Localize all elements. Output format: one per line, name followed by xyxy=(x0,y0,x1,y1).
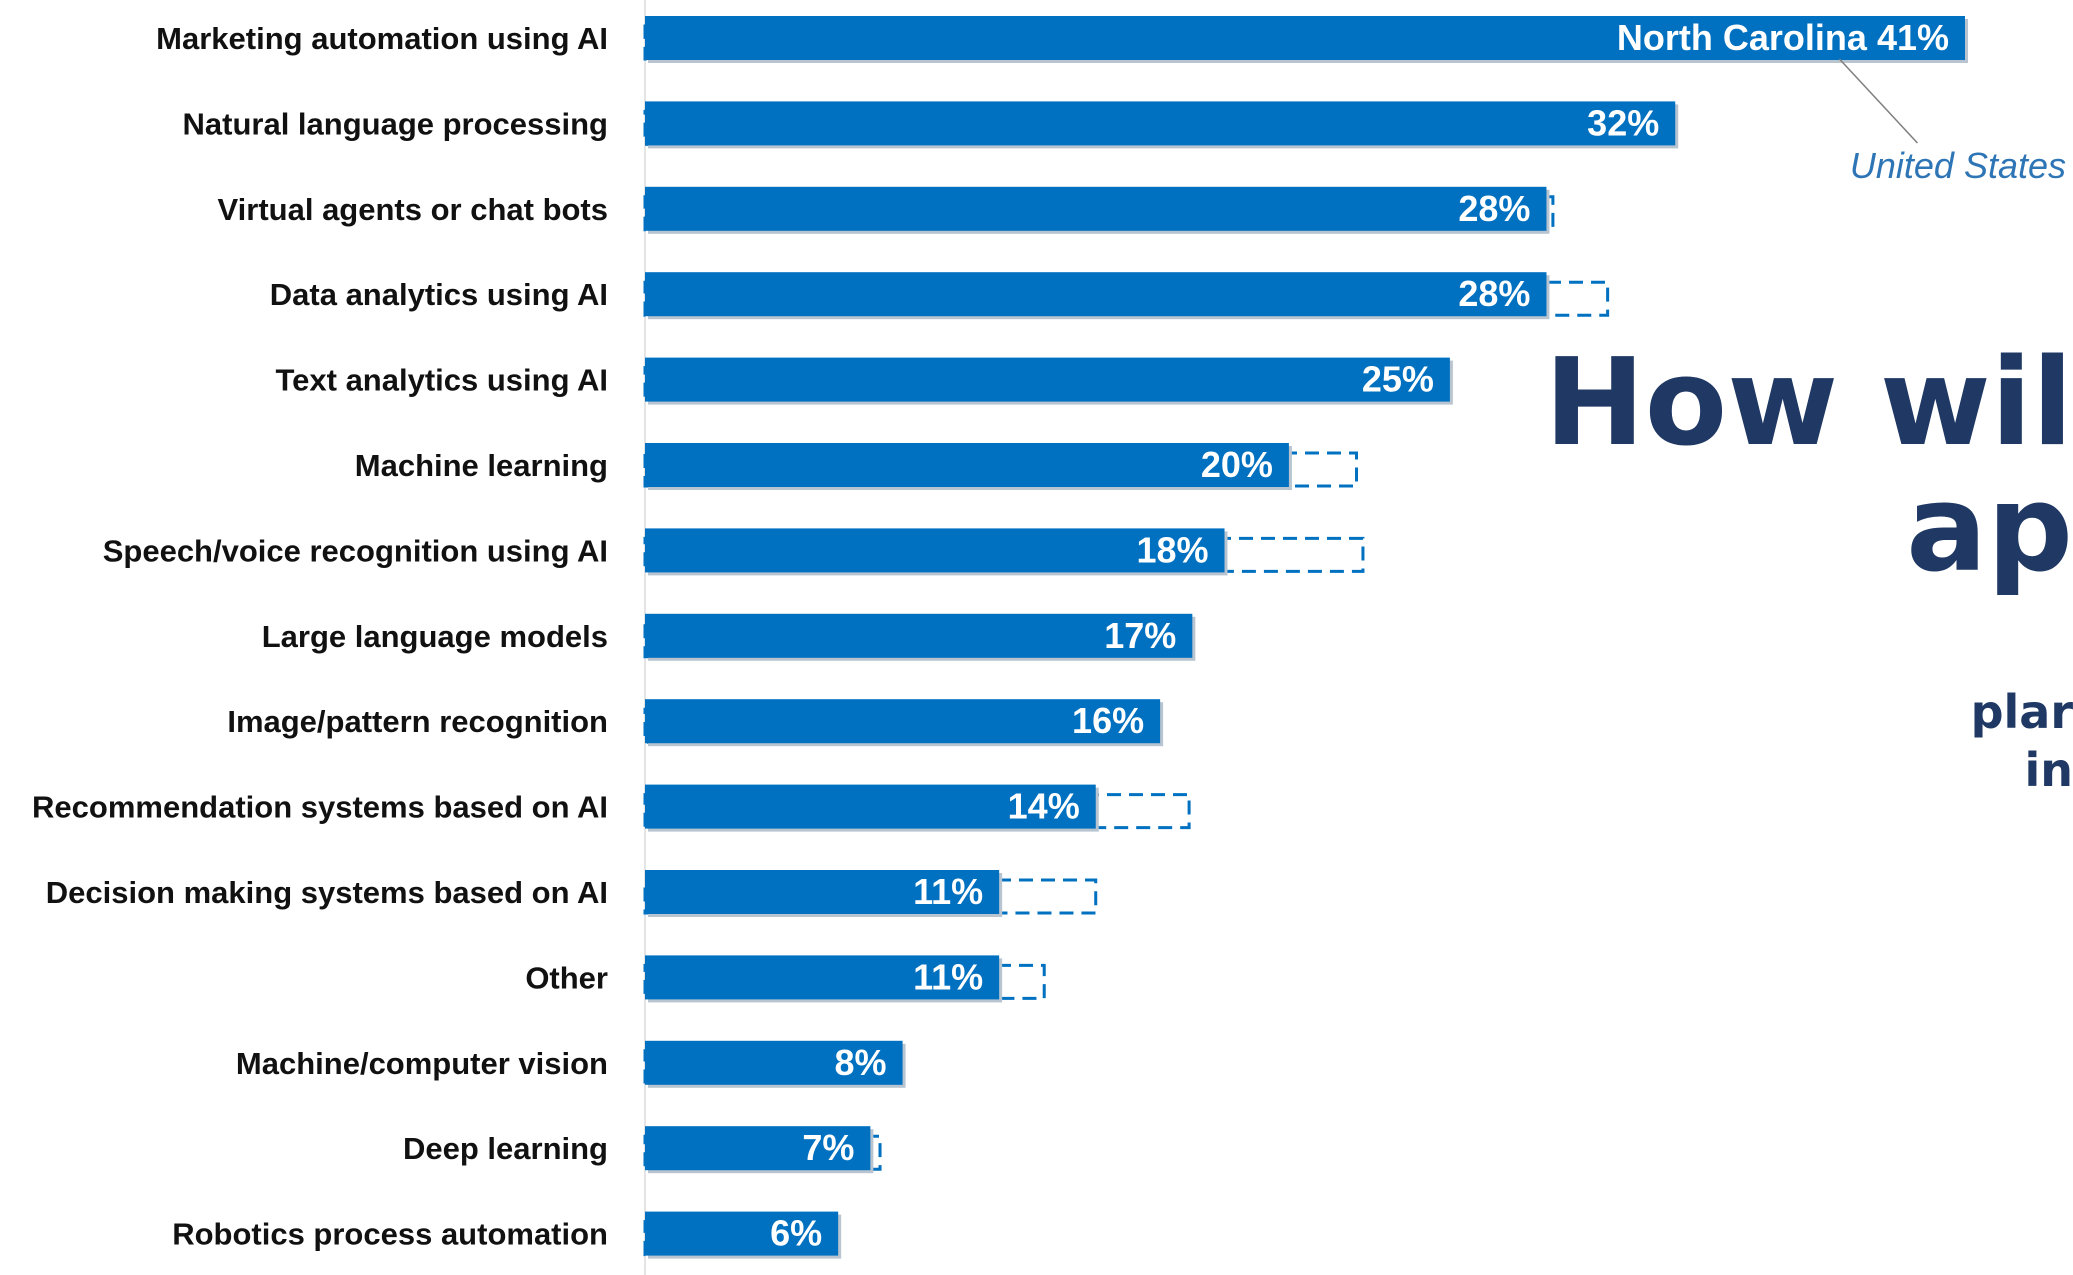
category-label: Text analytics using AI xyxy=(276,363,608,398)
nc-bar xyxy=(645,784,1096,829)
title-line-1: How wil xyxy=(1544,334,2073,473)
category-label: Image/pattern recognition xyxy=(227,704,608,739)
nc-series-layer: North Carolina 41% 32% 28% 28% 25% 20% 18% 17% 1… xyxy=(645,16,1968,1259)
category-label: Speech/voice recognition using AI xyxy=(103,533,608,568)
subtitle-line-1: plar xyxy=(1971,685,2073,739)
category-label: Data analytics using AI xyxy=(270,277,608,312)
us-callout: United States xyxy=(1838,58,2066,186)
value-label: 14% xyxy=(1008,786,1080,827)
value-label: 16% xyxy=(1072,700,1144,741)
category-label: Virtual agents or chat bots xyxy=(218,192,608,227)
category-label: Decision making systems based on AI xyxy=(46,875,608,910)
nc-bar xyxy=(645,528,1225,573)
nc-bar xyxy=(645,870,1000,914)
value-label: 18% xyxy=(1136,529,1208,570)
value-label: 28% xyxy=(1458,188,1530,229)
us-leader-line xyxy=(1838,58,1918,144)
nc-bar xyxy=(645,1040,903,1085)
category-label: Machine/computer vision xyxy=(236,1046,608,1081)
nc-bar xyxy=(645,272,1547,317)
subtitle-line-2: in xyxy=(2024,743,2073,797)
value-label: 6% xyxy=(770,1213,822,1254)
category-label: Machine learning xyxy=(355,448,608,483)
category-label: Large language models xyxy=(262,619,608,654)
legend-us-label: United States xyxy=(1850,145,2066,186)
value-label: 17% xyxy=(1104,615,1176,656)
value-label: 32% xyxy=(1587,102,1659,143)
title-line-2: ap xyxy=(1906,460,2073,599)
nc-bar xyxy=(645,613,1193,658)
nc-bar xyxy=(645,955,1000,1000)
value-label: 25% xyxy=(1362,359,1434,400)
nc-bar xyxy=(645,1211,839,1256)
nc-bar xyxy=(645,186,1547,231)
category-label: Natural language processing xyxy=(183,106,609,141)
value-label: 20% xyxy=(1201,444,1273,485)
chart-subtitle: plar in xyxy=(1971,685,2073,797)
category-label: Robotics process automation xyxy=(172,1217,608,1252)
value-label: North Carolina 41% xyxy=(1617,17,1949,58)
nc-bar xyxy=(645,699,1161,744)
category-label: Other xyxy=(525,960,608,995)
value-label: 11% xyxy=(913,956,983,997)
category-label: Recommendation systems based on AI xyxy=(32,790,608,825)
chart-title: How wil ap xyxy=(1544,334,2073,599)
value-label: 7% xyxy=(802,1127,854,1168)
category-labels: Marketing automation using AI Natural lan… xyxy=(32,21,608,1252)
value-label: 8% xyxy=(835,1042,887,1083)
category-label: Deep learning xyxy=(403,1131,608,1166)
value-label: 28% xyxy=(1458,273,1530,314)
nc-bar xyxy=(645,357,1450,402)
nc-bar xyxy=(645,443,1289,487)
nc-bar xyxy=(645,16,1965,60)
category-label: Marketing automation using AI xyxy=(156,21,608,56)
nc-bar xyxy=(645,101,1676,146)
value-label: 11% xyxy=(913,871,983,912)
nc-bar xyxy=(645,1126,871,1171)
